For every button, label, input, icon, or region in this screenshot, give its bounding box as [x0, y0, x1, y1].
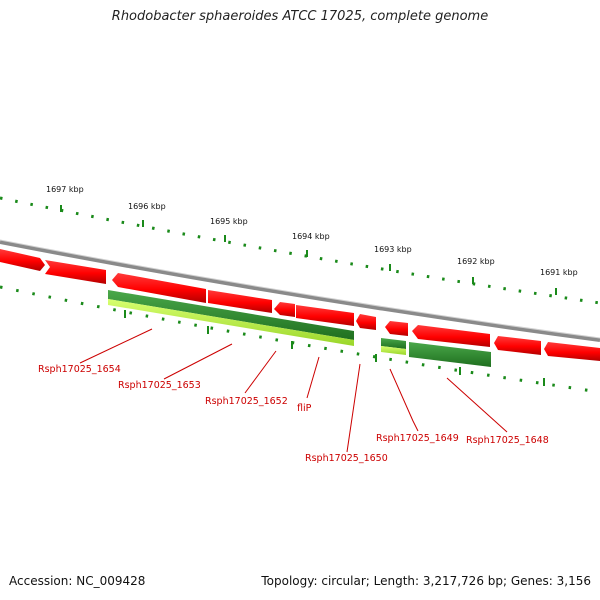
gene-arrow[interactable]	[385, 321, 408, 336]
ruler-label: 1696 kbp	[128, 202, 166, 211]
gene-label[interactable]: Rsph17025_1652	[205, 396, 288, 407]
ruler-label: 1692 kbp	[457, 257, 495, 266]
highlight-bar-light[interactable]	[108, 299, 354, 346]
gene-arrow[interactable]	[274, 302, 295, 317]
gene-arrow[interactable]	[356, 314, 376, 330]
gene-label[interactable]: Rsph17025_1649	[376, 433, 459, 444]
ruler-label: 1695 kbp	[210, 217, 248, 226]
map-title: Rhodobacter sphaeroides ATCC 17025, comp…	[111, 9, 489, 24]
callout-line	[389, 368, 419, 432]
highlight-bar-dark[interactable]	[381, 338, 406, 349]
gene-label[interactable]: Rsph17025_1648	[466, 435, 549, 446]
callout-line	[306, 356, 320, 399]
genome-backbone-highlight	[0, 239, 600, 339]
gene-arrow[interactable]	[494, 336, 541, 355]
forward-strand	[0, 249, 600, 361]
gene-label[interactable]: Rsph17025_1653	[118, 380, 201, 391]
gene-label[interactable]: Rsph17025_1654	[38, 364, 121, 375]
gene-arrow[interactable]	[544, 342, 600, 361]
ruler-label: 1691 kbp	[540, 268, 578, 277]
outer-ruler-dots	[0, 196, 600, 305]
gene-arrow[interactable]	[45, 260, 106, 284]
highlight-bar-dark[interactable]	[409, 342, 491, 367]
outer-ruler: 1697 kbp 1696 kbp 1695 kbp 1694 kbp 1693…	[0, 185, 600, 305]
ruler-label: 1697 kbp	[46, 185, 84, 194]
gene-arrow[interactable]	[112, 273, 206, 303]
highlight-bar-light[interactable]	[381, 346, 406, 355]
topology-text: Topology: circular; Length: 3,217,726 bp…	[261, 574, 591, 588]
gene-arrow[interactable]	[208, 290, 272, 313]
accession-text: Accession: NC_009428	[9, 574, 146, 588]
inner-ruler	[0, 285, 600, 394]
gene-arrow[interactable]	[412, 325, 490, 347]
callout-line	[163, 343, 233, 380]
ruler-label: 1694 kbp	[292, 232, 330, 241]
gene-label[interactable]: Rsph17025_1650	[305, 453, 388, 464]
highlight-bar-dark[interactable]	[108, 290, 354, 340]
ruler-label: 1693 kbp	[374, 245, 412, 254]
gene-arrow[interactable]	[0, 249, 45, 271]
gene-callouts: Rsph17025_1654 Rsph17025_1653 Rsph17025_…	[38, 328, 549, 464]
gene-arrow[interactable]	[296, 305, 354, 326]
callout-line	[79, 328, 153, 364]
callout-line	[346, 363, 361, 453]
callout-line	[244, 350, 277, 394]
genome-backbone	[0, 240, 600, 342]
gene-label[interactable]: fliP	[297, 403, 312, 414]
highlighted-genes	[108, 290, 491, 367]
callout-line	[446, 377, 508, 433]
